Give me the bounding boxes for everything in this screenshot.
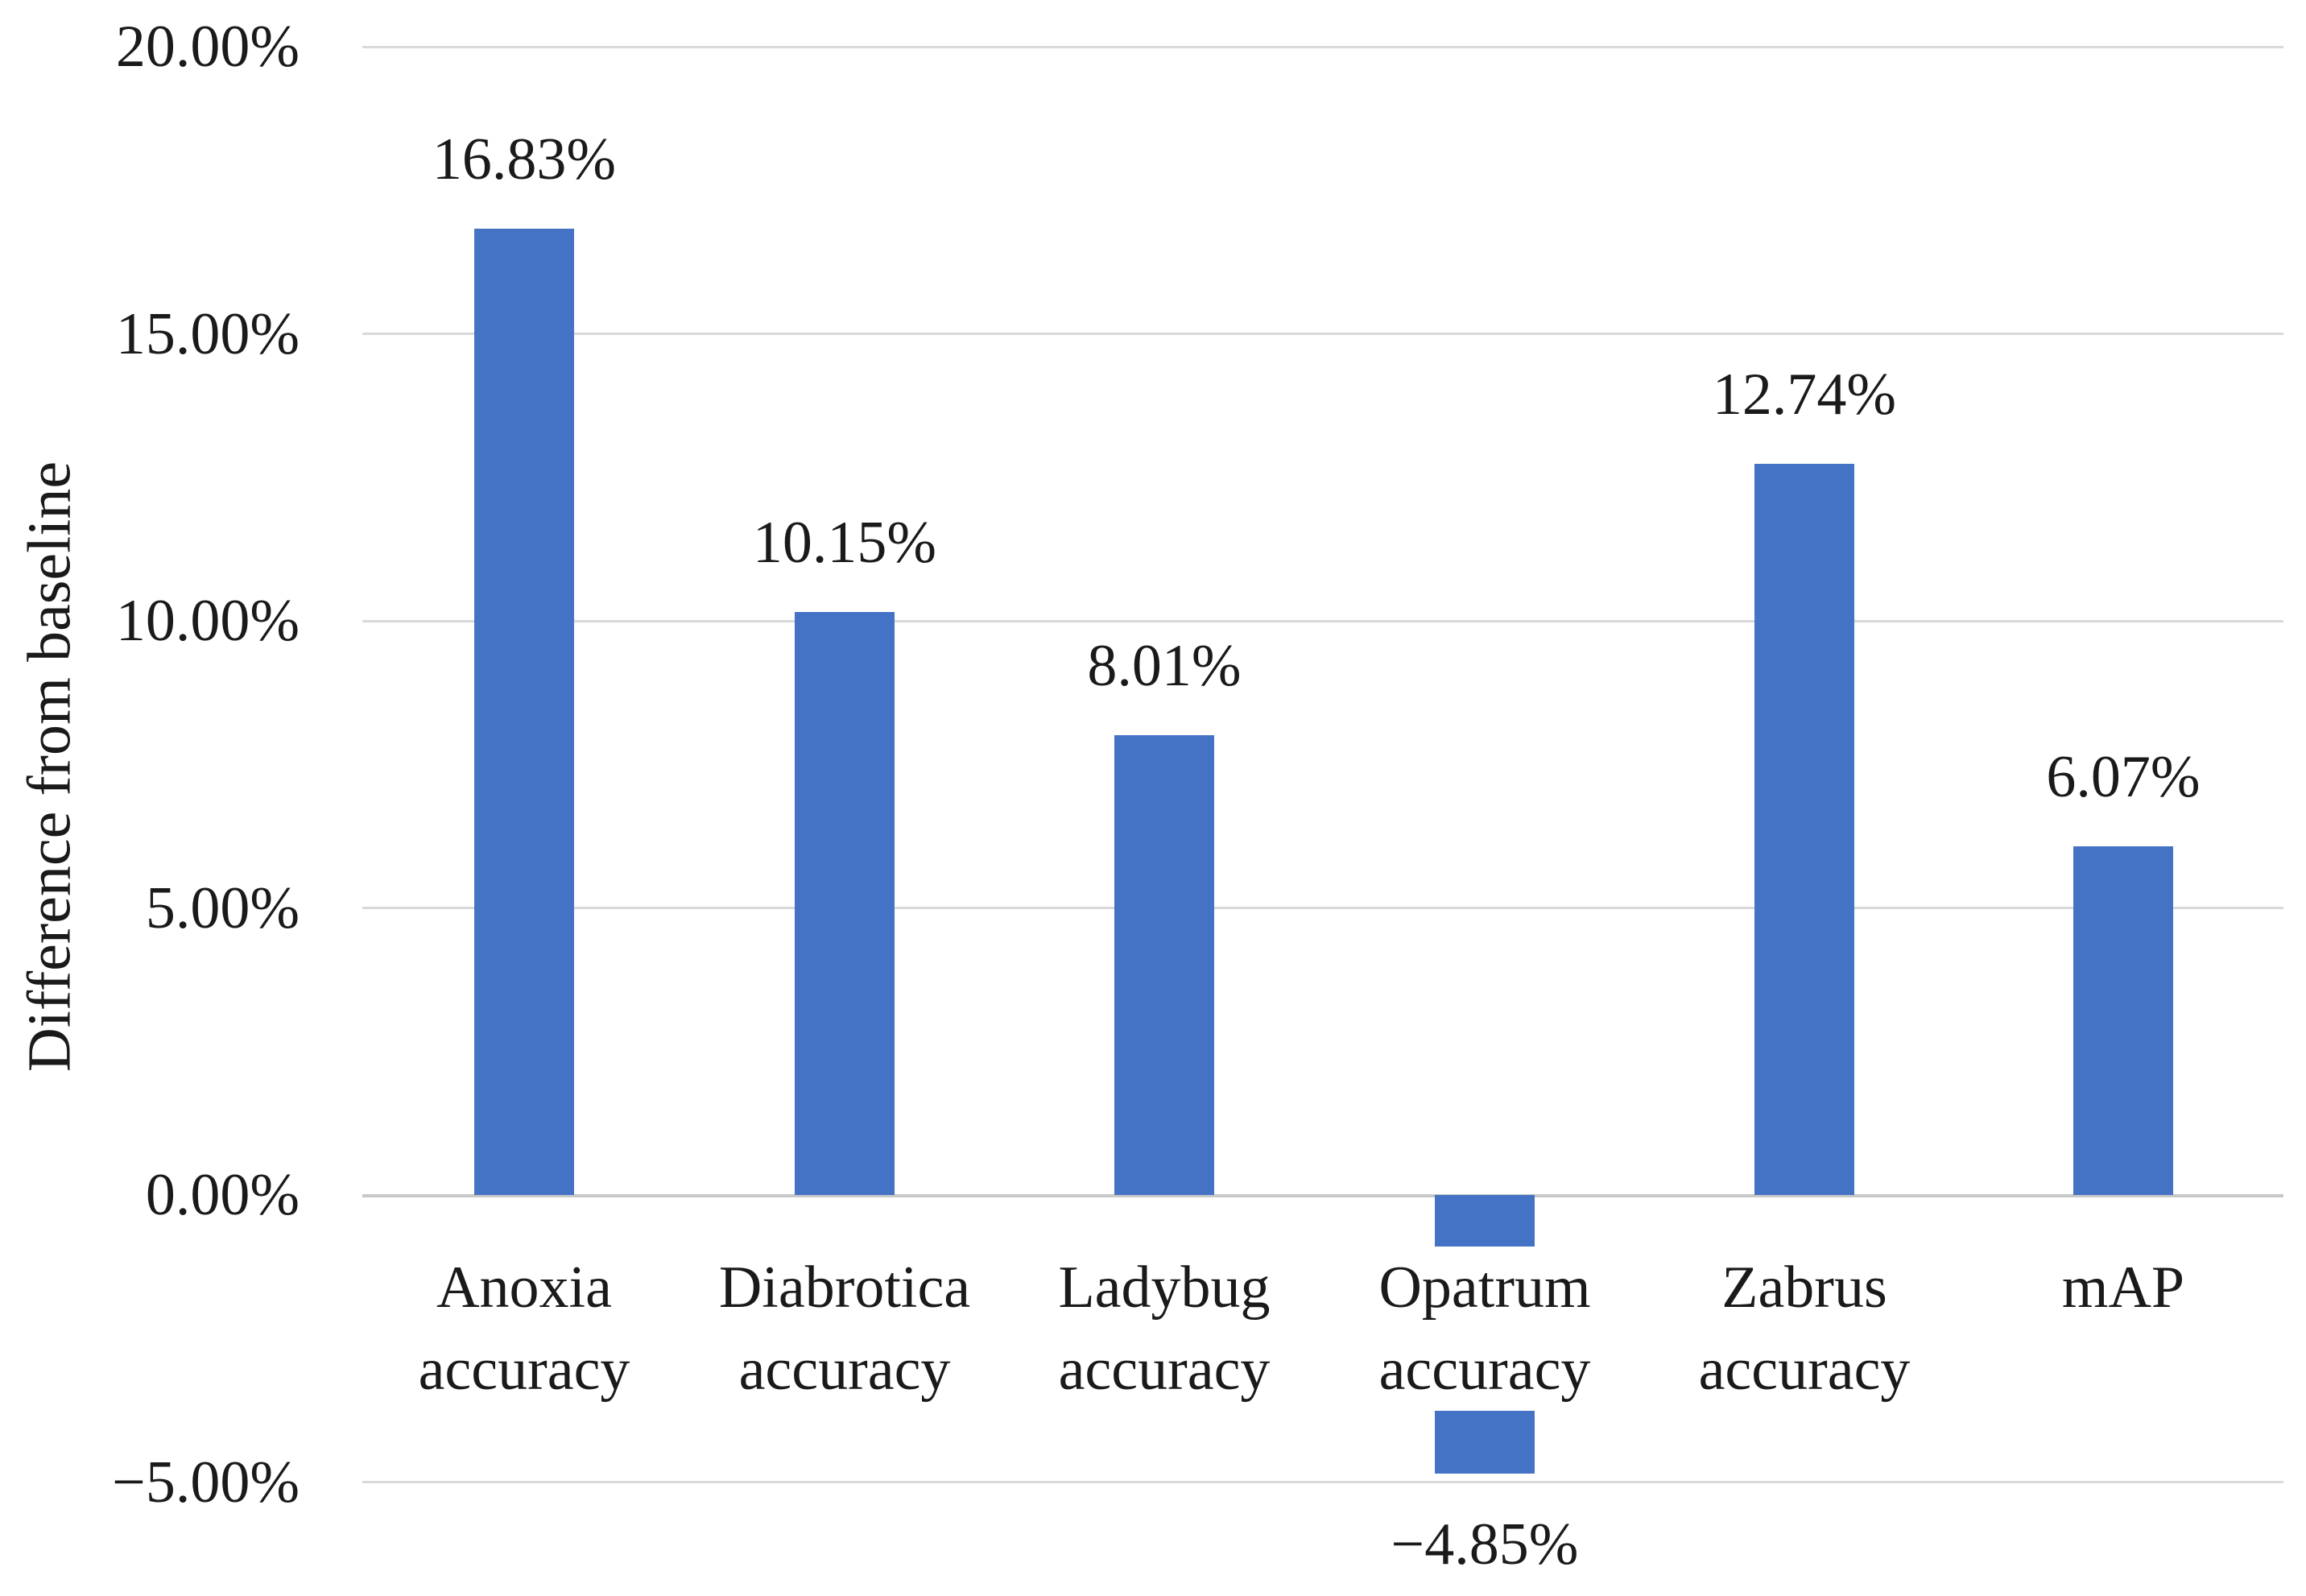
category-label: Opatrum accuracy bbox=[1324, 1247, 1646, 1411]
category-label: Zabrus accuracy bbox=[1643, 1247, 1965, 1411]
gridline bbox=[362, 1481, 2283, 1483]
bar-data-label: 16.83% bbox=[432, 126, 617, 192]
y-tick-label: 5.00% bbox=[145, 875, 300, 941]
x-axis-line bbox=[362, 1194, 2283, 1197]
bar-data-label: 6.07% bbox=[2046, 744, 2201, 810]
gridline bbox=[362, 333, 2283, 335]
category-label: Ladybug accuracy bbox=[1003, 1247, 1325, 1411]
bar bbox=[2073, 846, 2173, 1195]
category-label-line: accuracy bbox=[738, 1337, 951, 1403]
bar bbox=[795, 612, 895, 1195]
category-label-line: mAP bbox=[2061, 1255, 2185, 1321]
category-label-line: Opatrum bbox=[1378, 1255, 1591, 1321]
category-label: mAP bbox=[1962, 1247, 2284, 1329]
y-tick-label: 10.00% bbox=[115, 588, 300, 654]
y-tick-label: 20.00% bbox=[115, 14, 300, 80]
category-label-line: accuracy bbox=[1058, 1337, 1271, 1403]
category-label-line: Zabrus bbox=[1721, 1255, 1887, 1321]
category-label-line: Ladybug bbox=[1058, 1255, 1271, 1321]
bar-data-label: −4.85% bbox=[1391, 1511, 1579, 1577]
gridline bbox=[362, 46, 2283, 48]
category-label-line: Anoxia bbox=[436, 1255, 612, 1321]
y-axis-title-text: Difference from baseline bbox=[15, 461, 84, 1073]
category-label-line: accuracy bbox=[1698, 1337, 1911, 1403]
y-tick-label: 15.00% bbox=[115, 301, 300, 367]
category-label-line: Diabrotica bbox=[718, 1255, 971, 1321]
category-label-line: accuracy bbox=[1378, 1337, 1591, 1403]
bar-data-label: 8.01% bbox=[1087, 633, 1242, 699]
bar-data-label: 12.74% bbox=[1712, 362, 1897, 428]
gridline bbox=[362, 907, 2283, 909]
bar bbox=[1754, 464, 1854, 1195]
y-tick-label: 0.00% bbox=[145, 1162, 300, 1228]
gridline bbox=[362, 620, 2283, 622]
bar bbox=[1114, 735, 1214, 1195]
y-tick-label: −5.00% bbox=[112, 1449, 300, 1515]
category-label: Diabrotica accuracy bbox=[684, 1247, 1006, 1411]
bar bbox=[474, 229, 574, 1195]
category-label-line: accuracy bbox=[418, 1337, 630, 1403]
category-label: Anoxia accuracy bbox=[363, 1247, 685, 1411]
bar-data-label: 10.15% bbox=[752, 510, 937, 576]
